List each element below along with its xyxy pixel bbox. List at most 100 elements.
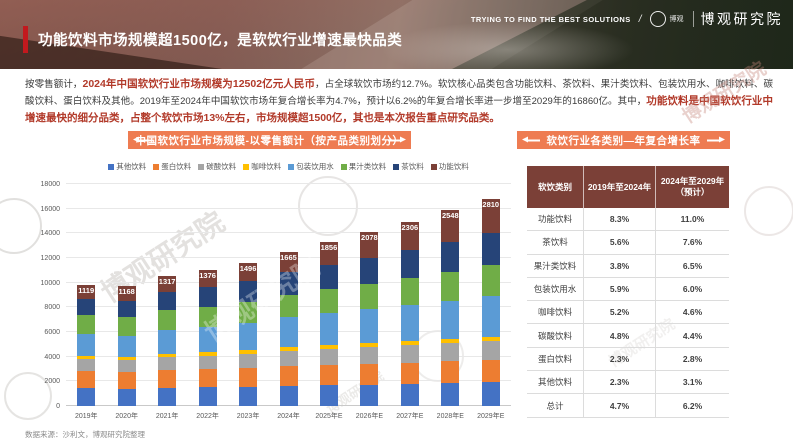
x-tick-label: 2021年 [155, 413, 179, 420]
bar-segment-茶饮料 [158, 292, 177, 311]
brand-divider [692, 11, 694, 27]
y-tick-label: 14000 [40, 230, 60, 238]
bar-segment-蛋白饮料 [117, 371, 136, 389]
legend-label: 咖啡饮料 [251, 162, 282, 171]
table-cell-value: 4.6% [655, 301, 729, 324]
cagr-table: 软饮类别 2019年至2024年 2024年至2029年 （预计） 功能饮料 8.3% 11… [527, 166, 729, 418]
legend-label: 茶饮料 [401, 162, 424, 171]
bar-segment-茶饮料 [360, 258, 379, 284]
bar-segment-功能饮料 [117, 286, 136, 301]
bar-segment-咖啡饮料 [279, 347, 298, 352]
table-cell-value: 2.8% [655, 347, 729, 371]
bar-segment-其他饮料 [198, 387, 217, 406]
bar-segment-包装饮用水 [279, 317, 298, 348]
bar-segment-蛋白饮料 [319, 365, 338, 386]
bar-segment-包装饮用水 [198, 326, 217, 353]
table-cell-value: 2.3% [583, 371, 655, 394]
legend-item: 蛋白饮料 [153, 161, 191, 172]
bar-segment-咖啡饮料 [77, 356, 96, 360]
bar-value-label: 1856 [320, 243, 338, 253]
table-cell-value: 2.3% [583, 347, 655, 371]
bar-segment-碳酸饮料 [481, 341, 500, 361]
bar-segment-咖啡饮料 [158, 353, 177, 358]
slash-divider: / [638, 13, 642, 25]
legend-item: 果汁类饮料 [340, 161, 387, 172]
banner-arrow-right-icon [386, 136, 406, 144]
bar-segment-咖啡饮料 [441, 338, 460, 344]
table-row: 咖啡饮料 5.2% 4.6% [527, 301, 729, 325]
legend-swatch-icon [430, 163, 437, 170]
table-cell-category: 功能饮料 [537, 214, 572, 225]
bar-segment-茶饮料 [319, 265, 338, 290]
x-tick-label: 2028年E [436, 413, 464, 420]
legend-item: 包装饮用水 [288, 161, 334, 172]
gridline [66, 232, 511, 234]
bar-segment-其他饮料 [400, 383, 419, 406]
legend-label: 蛋白饮料 [161, 162, 192, 171]
table-cell-category: 包装饮用水 [533, 284, 577, 295]
table-row: 包装饮用水 5.9% 6.0% [527, 277, 729, 302]
bar-segment-果汁类饮料 [441, 271, 460, 301]
bar-segment-碳酸饮料 [198, 355, 217, 370]
y-tick-label: 2000 [44, 378, 60, 386]
legend-label: 果汁类饮料 [348, 162, 387, 171]
bar-segment-其他饮料 [441, 383, 460, 406]
table-row: 蛋白饮料 2.3% 2.8% [527, 347, 729, 372]
table-cell-value: 4.7% [583, 394, 655, 417]
header-tagline: TRYING TO FIND THE BEST SOLUTIONS [470, 14, 631, 24]
x-tick-label: 2022年 [196, 413, 219, 420]
chart-banner: 中国软饮行业市场规模-以零售额计（按产品类别划分） [128, 131, 411, 149]
legend-item: 咖啡饮料 [243, 161, 281, 172]
bar-segment-碳酸饮料 [279, 351, 298, 367]
title-accent-bar [23, 26, 28, 53]
bar-segment-果汁类饮料 [360, 283, 379, 310]
intro-paragraph: 按零售额计，2024年中国软饮行业市场规模为12502亿元人民币，占全球软饮市场… [25, 76, 773, 127]
y-tick-label: 0 [56, 403, 60, 410]
bar-value-label: 1496 [239, 263, 257, 273]
bar-segment-包装饮用水 [360, 309, 379, 344]
gridline [66, 207, 511, 209]
x-tick-label: 2029年E [477, 413, 505, 420]
bar-segment-果汁类饮料 [198, 306, 217, 327]
legend-swatch-icon [393, 163, 400, 170]
table-cell-category: 蛋白饮料 [537, 353, 572, 364]
bar-segment-茶饮料 [279, 272, 298, 295]
bar-value-label: 1168 [118, 287, 135, 297]
table-banner: 软饮行业各类别—年复合增长率 [517, 131, 730, 149]
table-cell-category: 果汁类饮料 [533, 260, 577, 271]
x-tick-label: 2025年E [315, 413, 343, 420]
intro-text-1: 按零售额计， [25, 79, 83, 90]
bar-segment-碳酸饮料 [360, 347, 379, 364]
legend-swatch-icon [243, 163, 250, 170]
table-cell-value: 4.8% [583, 324, 655, 347]
bar-segment-蛋白饮料 [481, 360, 500, 383]
bar-segment-包装饮用水 [117, 335, 136, 358]
y-tick-label: 8000 [44, 304, 60, 312]
bar-segment-碳酸饮料 [319, 349, 338, 366]
bar-segment-包装饮用水 [77, 333, 96, 357]
table-cell-value: 6.0% [655, 277, 729, 301]
bar-value-label: 2548 [441, 211, 459, 221]
source-note: 数据来源：沙利文，博观研究院整理 [25, 430, 145, 439]
bar-value-label: 2078 [361, 233, 378, 243]
bar-segment-功能饮料 [239, 262, 258, 282]
bar-segment-包装饮用水 [441, 300, 460, 339]
bar-segment-蛋白饮料 [400, 362, 419, 384]
table-cell-category: 其他饮料 [537, 377, 572, 388]
legend-item: 茶饮料 [393, 161, 424, 172]
bar-segment-果汁类饮料 [117, 317, 136, 336]
legend-item: 碳酸饮料 [198, 161, 236, 172]
legend-swatch-icon [198, 163, 205, 170]
bar-segment-咖啡饮料 [319, 345, 338, 350]
bar-segment-碳酸饮料 [239, 353, 258, 368]
x-tick-label: 2024年 [277, 413, 300, 420]
bar-segment-其他饮料 [319, 385, 338, 406]
x-tick-label: 2027年E [396, 413, 424, 420]
table-row: 总计 4.7% 6.2% [527, 394, 729, 418]
watermark-ring-icon [744, 186, 793, 236]
bar-segment-果汁类饮料 [400, 277, 419, 306]
bar-segment-茶饮料 [117, 300, 136, 318]
bar-segment-蛋白饮料 [198, 369, 217, 388]
bar-segment-功能饮料 [441, 210, 460, 242]
table-cell-value: 3.1% [655, 371, 729, 394]
